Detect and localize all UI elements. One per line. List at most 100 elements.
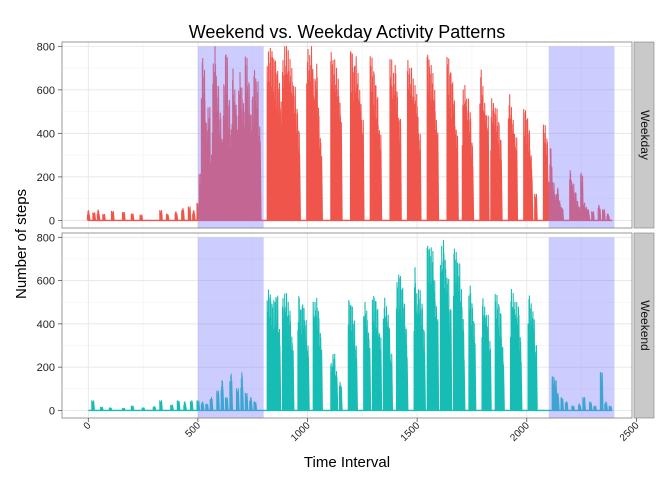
series-spike <box>192 210 196 221</box>
series-spike <box>367 332 372 411</box>
y-tick-label: 600 <box>37 85 55 97</box>
y-tick-label: 0 <box>49 405 55 417</box>
series-spike <box>121 211 126 221</box>
series-spike <box>253 401 258 411</box>
y-tick-label: 200 <box>37 362 55 374</box>
series-spike <box>604 401 608 411</box>
facet-strip-label: Weekend <box>638 300 652 350</box>
series-spike <box>306 345 310 411</box>
series-spike <box>334 370 339 411</box>
series-spike <box>582 396 586 411</box>
x-tick-label: 2000 <box>508 420 532 444</box>
series-spike <box>597 204 602 221</box>
series-spike <box>529 155 534 221</box>
series-spike <box>220 380 225 411</box>
series-spike <box>461 319 466 411</box>
series-spike <box>398 117 402 221</box>
series-spike <box>577 403 582 411</box>
series-spike <box>229 373 234 411</box>
facet-panels: 0 200 400 600 800 Weekday 0 200 400 600 800 Weekend <box>37 41 655 419</box>
series-spike <box>422 329 426 411</box>
series-spike <box>200 401 205 411</box>
x-tick-label: 2500 <box>618 420 642 444</box>
series-spike <box>240 372 244 411</box>
series-spike <box>257 126 262 221</box>
series-spike <box>102 213 106 221</box>
series-spike <box>354 345 358 411</box>
series-spike <box>100 406 104 411</box>
series-spike <box>378 130 383 221</box>
series-spike <box>488 340 492 411</box>
series-spike <box>534 345 538 411</box>
series-spike <box>244 392 249 411</box>
series-spike <box>92 212 97 221</box>
facet-strip <box>633 232 655 419</box>
series-spike <box>139 214 144 221</box>
series-spike <box>591 211 595 221</box>
series-spike <box>602 209 606 221</box>
chart-title: Weekend vs. Weekday Activity Patterns <box>189 22 505 42</box>
series-spike <box>564 401 569 411</box>
y-tick-label: 800 <box>37 232 55 244</box>
series-weekend <box>88 239 613 412</box>
series-spike <box>588 401 593 411</box>
series-spike <box>485 115 490 221</box>
series-spike <box>91 400 95 411</box>
series-spike <box>571 405 576 411</box>
series-spike <box>378 333 383 411</box>
series-spike <box>86 210 91 221</box>
series-spike <box>209 396 214 411</box>
series-spike <box>277 328 282 411</box>
series-spike <box>593 405 597 411</box>
shaded-region <box>197 46 264 229</box>
series-spike <box>514 137 519 221</box>
series-spike <box>159 210 163 221</box>
panel-background <box>62 233 632 418</box>
series-spike <box>176 400 181 411</box>
series-spike <box>448 309 453 411</box>
series-spike <box>96 209 101 221</box>
series-spike <box>216 390 220 411</box>
series-spike <box>130 213 135 221</box>
series-spike <box>455 129 459 221</box>
series-spike <box>319 138 323 221</box>
series-spike <box>499 139 503 221</box>
x-axis-title: Time Interval <box>304 454 390 471</box>
facet-panel-weekend: 0 200 400 600 800 Weekend <box>37 232 655 419</box>
series-spike <box>560 396 565 411</box>
series-spike <box>470 142 475 221</box>
series-spike <box>187 206 192 221</box>
series-spike <box>205 403 209 411</box>
series-spike <box>586 208 591 221</box>
series-spike <box>534 193 538 221</box>
shaded-region <box>197 237 264 419</box>
y-tick-label: 600 <box>37 276 55 288</box>
series-spike <box>417 133 422 221</box>
series-spike <box>235 388 240 411</box>
x-tick-label: 1000 <box>289 420 313 444</box>
y-tick-label: 800 <box>37 41 55 53</box>
series-spike <box>174 211 179 221</box>
series-spike <box>360 119 365 221</box>
shaded-region <box>548 237 615 419</box>
series-spike <box>338 102 343 221</box>
series-spike <box>189 400 194 411</box>
y-tick-label: 400 <box>37 319 55 331</box>
x-tick-label: 500 <box>183 420 203 440</box>
y-axis-title: Number of steps <box>13 189 30 299</box>
series-spike <box>170 404 174 411</box>
facet-strip <box>633 41 655 229</box>
series-spike <box>297 130 301 221</box>
series-spike <box>130 405 135 411</box>
facet-strip-label: Weekday <box>638 110 652 160</box>
series-spike <box>389 353 394 411</box>
series-spike <box>338 381 343 411</box>
series-spike <box>501 346 505 411</box>
panel-border <box>61 232 633 419</box>
series-spike <box>560 206 565 221</box>
facet-panel-weekday: 0 200 400 600 800 Weekday <box>37 41 655 229</box>
x-tick-label: 1500 <box>399 420 423 444</box>
series-spike <box>606 213 611 221</box>
series-spike <box>472 320 477 411</box>
